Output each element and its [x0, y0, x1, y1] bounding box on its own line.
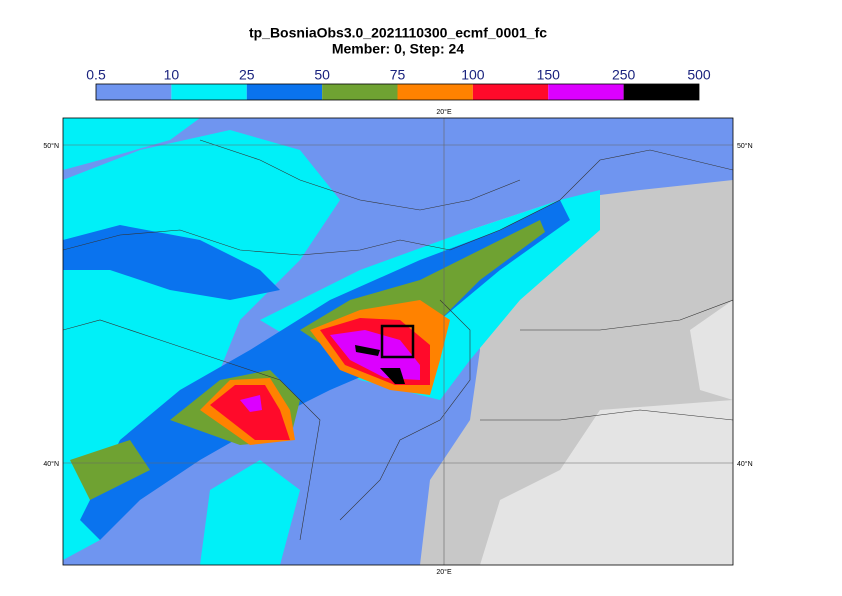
- lon-label: 20°E: [436, 108, 452, 116]
- colorbar-swatch: [623, 84, 699, 100]
- colorbar-label: 50: [314, 67, 330, 83]
- colorbar-label: 100: [461, 67, 485, 83]
- colorbar-swatch: [322, 84, 398, 100]
- colorbar-label: 0.5: [86, 67, 106, 83]
- colorbar-label: 75: [390, 67, 406, 83]
- colorbar-label: 150: [537, 67, 561, 83]
- title: tp_BosniaObs3.0_2021110300_ecmf_0001_fc: [249, 25, 547, 41]
- border: [199, 139, 521, 211]
- precipitation-area: [210, 385, 290, 440]
- colorbar-swatch: [397, 84, 473, 100]
- colorbar: 0.5 10 25 50 75 100 150 250 500: [86, 67, 711, 101]
- target-box: [380, 324, 415, 359]
- precipitation-area: [690, 300, 733, 400]
- precipitation-area: [63, 225, 280, 300]
- precipitation-area: [63, 118, 200, 170]
- colorbar-swatch: [171, 84, 247, 100]
- subtitle: Member: 0, Step: 24: [332, 41, 464, 57]
- lat-label: 50°N: [43, 142, 59, 150]
- colorbar-label: 25: [239, 67, 255, 83]
- lat-label: 50°N: [737, 142, 753, 150]
- precipitation-area: [200, 460, 300, 565]
- border: [63, 149, 733, 256]
- colorbar-swatch: [548, 84, 624, 100]
- precipitation-area: [240, 395, 262, 412]
- graticule: [63, 118, 733, 565]
- colorbar-label: 10: [164, 67, 180, 83]
- colorbar-swatch: [96, 84, 172, 100]
- precipitation-area: [380, 368, 405, 384]
- border: [480, 409, 733, 421]
- colorbar-label: 500: [687, 67, 711, 83]
- precipitation-area: [480, 400, 733, 565]
- map: [63, 118, 733, 565]
- coastline: [63, 319, 321, 541]
- lon-label: 20°E: [436, 568, 452, 576]
- lat-label: 40°N: [43, 460, 59, 468]
- colorbar-frame: [95, 83, 700, 101]
- precipitation-area: [70, 440, 150, 500]
- precipitation-area: [355, 345, 380, 356]
- lat-label: 40°N: [737, 460, 753, 468]
- colorbar-label: 250: [612, 67, 636, 83]
- colorbar-swatch: [472, 84, 549, 100]
- map-frame: [62, 117, 734, 566]
- border: [339, 299, 471, 521]
- colorbar-swatch: [246, 84, 323, 100]
- map-overlay: [63, 139, 733, 541]
- border: [520, 299, 733, 331]
